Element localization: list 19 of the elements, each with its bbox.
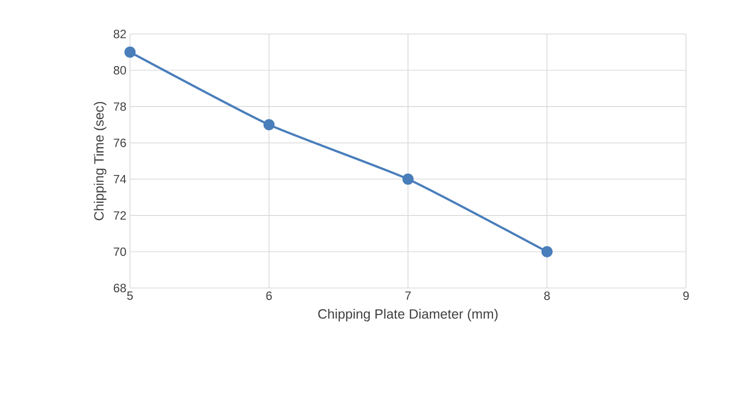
y-tick-label: 68	[114, 284, 126, 292]
x-tick-label: 8	[544, 292, 550, 300]
x-tick-label: 7	[405, 292, 411, 300]
point	[541, 246, 553, 258]
point	[124, 46, 136, 58]
point	[263, 119, 275, 130]
x-axis-title: Chipping Plate Diameter (mm)	[318, 308, 498, 322]
x-tick-label: 5	[127, 292, 133, 300]
x-tick-label: 6	[266, 292, 272, 300]
x-tick-label: 9	[683, 292, 689, 300]
y-tick-label: 78	[114, 102, 126, 111]
y-axis-title: Chipping Time (sec)	[94, 102, 106, 220]
y-tick-label: 80	[114, 66, 126, 75]
point	[402, 174, 414, 185]
y-tick-label: 70	[114, 247, 126, 256]
y-tick-label: 72	[114, 211, 126, 220]
y-tick-label: 74	[114, 175, 126, 184]
y-tick-label: 76	[114, 138, 126, 148]
y-tick-label: 82	[114, 30, 126, 38]
